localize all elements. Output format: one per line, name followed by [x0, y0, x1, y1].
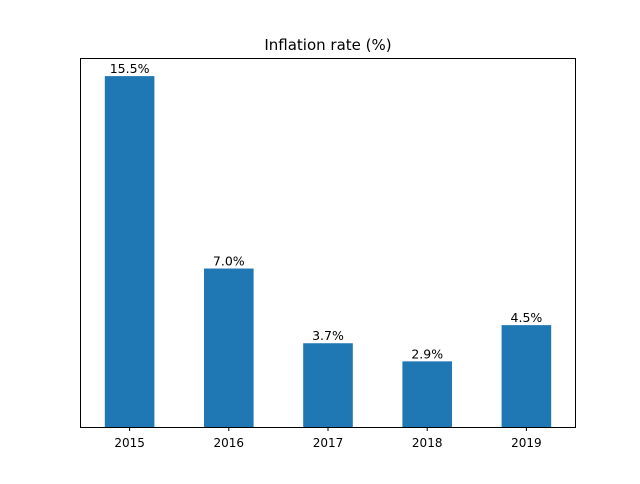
x-tick-label-2018: 2018: [412, 436, 443, 450]
bar-2015: [104, 76, 155, 428]
data-label-2019: 4.5%: [511, 310, 543, 325]
data-label-2015: 15.5%: [110, 61, 150, 76]
bar-2016: [204, 268, 254, 427]
data-label-2018: 2.9%: [411, 346, 443, 361]
x-tick-label-2015: 2015: [114, 436, 145, 450]
x-tick-label-2017: 2017: [313, 436, 344, 450]
data-label-2017: 3.7%: [312, 328, 344, 343]
x-tick-label-2019: 2019: [511, 436, 542, 450]
data-labels-group: 15.5% 7.0% 3.7% 2.9% 4.5%: [110, 61, 543, 361]
plot-frame: [80, 58, 576, 428]
data-label-2016: 7.0%: [213, 254, 245, 269]
bar-2018: [402, 361, 452, 427]
bar-2019: [501, 325, 552, 427]
x-axis-ticks: 2015 2016 2017 2018 2019: [114, 427, 542, 450]
x-tick-label-2016: 2016: [214, 436, 245, 450]
chart-title: Inflation rate (%): [264, 36, 391, 54]
bars-group: [104, 76, 552, 428]
bar-2017: [303, 343, 353, 427]
